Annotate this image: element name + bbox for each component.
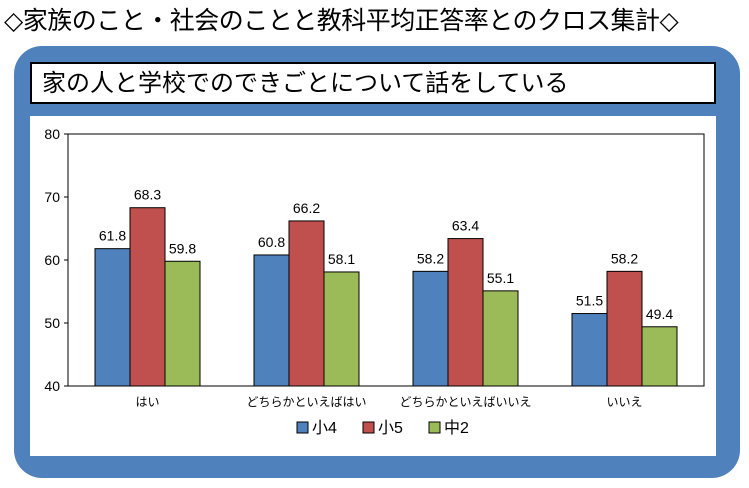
chart-y-tick-labels: 40 50 60 70 80 xyxy=(44,126,60,394)
page-title: ◇家族のこと・社会のことと教科平均正答率とのクロス集計◇ xyxy=(4,6,679,35)
bar-value-label: 66.2 xyxy=(293,200,320,216)
chart-x-tick-labels: はい どちらかといえばはい どちらかといえばいいえ いいえ xyxy=(135,395,642,409)
bar-value-label: 58.2 xyxy=(611,250,638,266)
bar xyxy=(482,290,519,387)
x-tick-label: どちらかといえばいいえ xyxy=(399,395,531,409)
chart-data-labels: 61.8 68.3 59.8 60.8 66.2 58.1 58.2 63.4 55.1 51.5… xyxy=(99,187,673,322)
chart-subtitle: 家の人と学校でのできごとについて話をしている xyxy=(30,62,716,104)
legend-label: 小5 xyxy=(378,419,403,437)
x-tick-label: いいえ xyxy=(606,395,642,409)
bar xyxy=(447,238,484,387)
chart-bars xyxy=(94,207,678,387)
bar-value-label: 68.3 xyxy=(134,187,161,203)
x-tick-label: どちらかといえばはい xyxy=(246,395,366,409)
chart-axes xyxy=(64,133,705,387)
bar-value-label: 49.4 xyxy=(646,306,673,322)
bar-value-label: 51.5 xyxy=(576,293,603,309)
legend-swatch xyxy=(428,421,441,434)
y-tick-label: 60 xyxy=(44,252,60,268)
bar-value-label: 55.1 xyxy=(487,270,514,286)
y-tick-label: 50 xyxy=(44,315,60,331)
bar-value-label: 60.8 xyxy=(258,234,285,250)
bar xyxy=(253,254,290,387)
bar xyxy=(323,271,360,387)
bar xyxy=(288,220,325,387)
y-tick-label: 40 xyxy=(44,378,60,394)
bar xyxy=(412,270,449,387)
bar xyxy=(641,326,678,387)
legend-label: 中2 xyxy=(444,419,469,437)
legend-label: 小4 xyxy=(312,419,337,437)
bar xyxy=(606,270,643,387)
bar xyxy=(571,313,608,387)
bar xyxy=(129,207,166,387)
x-tick-label: はい xyxy=(135,395,159,409)
bar-value-label: 58.1 xyxy=(328,251,355,267)
legend-swatch xyxy=(362,421,375,434)
bar xyxy=(94,248,131,387)
bar-value-label: 63.4 xyxy=(452,218,479,234)
bar-value-label: 58.2 xyxy=(417,250,444,266)
chart-legend: 小4 小5 中2 xyxy=(296,419,469,437)
chart-area: 61.8 68.3 59.8 60.8 66.2 58.1 58.2 63.4 55.1 51.5… xyxy=(30,116,716,456)
y-tick-label: 70 xyxy=(44,189,60,205)
bar-value-label: 61.8 xyxy=(99,228,126,244)
y-tick-label: 80 xyxy=(44,126,60,142)
bar-value-label: 59.8 xyxy=(169,240,196,256)
legend-swatch xyxy=(296,421,309,434)
bar-chart: 61.8 68.3 59.8 60.8 66.2 58.1 58.2 63.4 55.1 51.5… xyxy=(44,126,705,437)
bar xyxy=(164,260,201,387)
